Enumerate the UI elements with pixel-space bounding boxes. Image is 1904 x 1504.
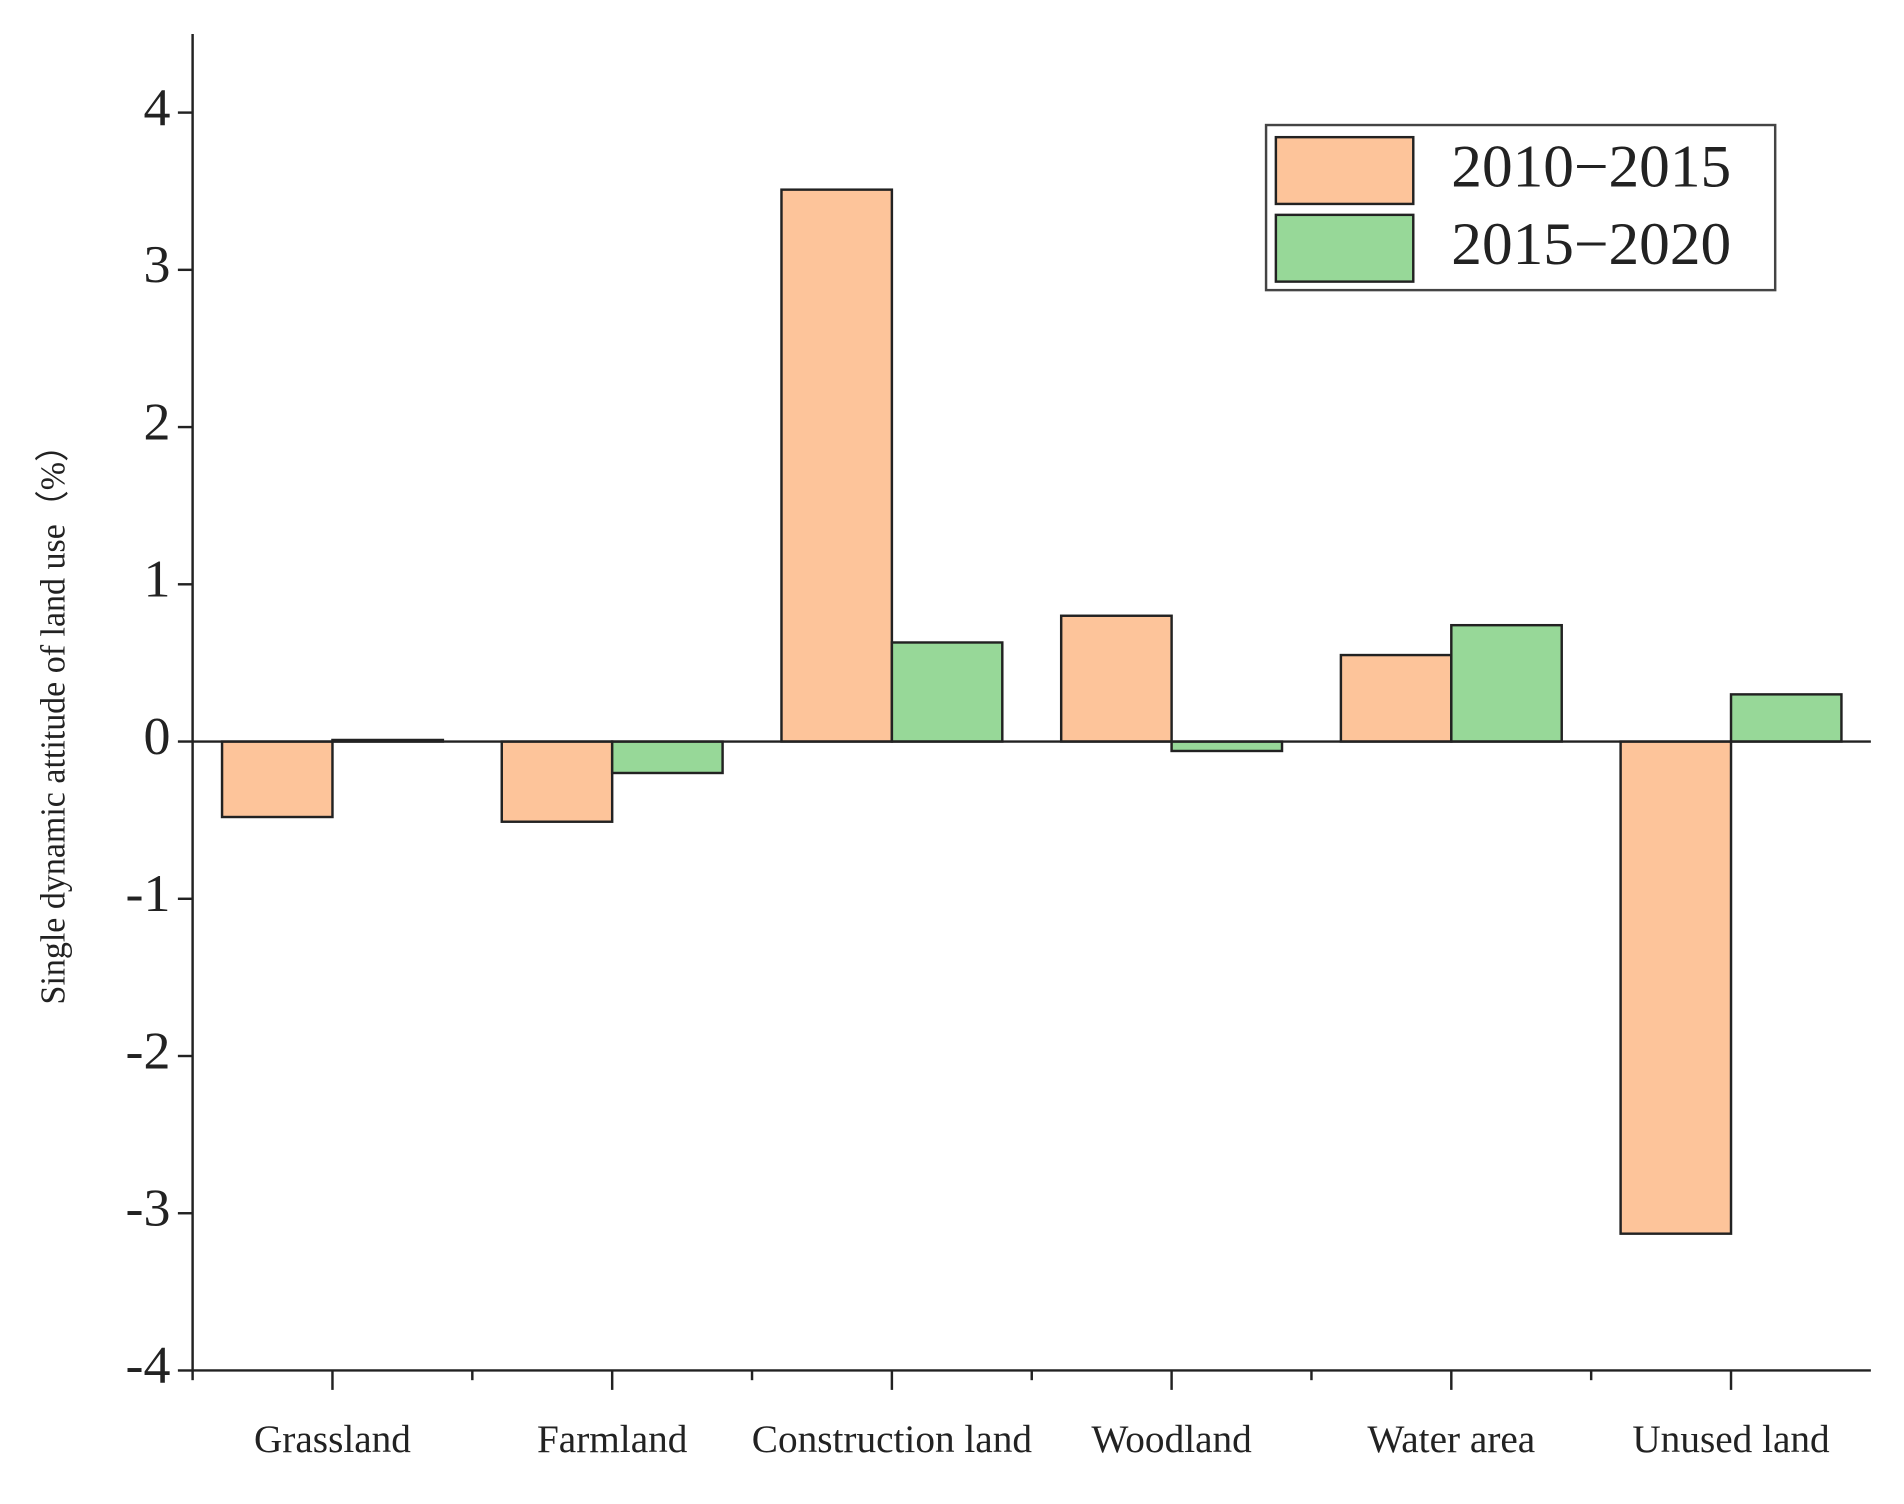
x-tick-label: Water area xyxy=(1367,1418,1535,1461)
y-tick-label: -3 xyxy=(126,1178,171,1238)
legend-label: 2015−2020 xyxy=(1451,211,1731,278)
y-tick-label: 0 xyxy=(144,706,171,766)
bar xyxy=(1450,623,1563,743)
y-tick-label: -1 xyxy=(126,863,171,923)
legend-swatch xyxy=(1274,213,1415,283)
x-tick-label: Woodland xyxy=(1091,1418,1252,1461)
x-tick-label: Farmland xyxy=(537,1418,688,1461)
bar xyxy=(1059,614,1173,743)
bar xyxy=(220,740,334,819)
y-tick-label: -2 xyxy=(126,1021,171,1081)
bar xyxy=(610,740,724,775)
bar xyxy=(1619,740,1733,1235)
y-tick-label: 4 xyxy=(144,77,171,137)
bar xyxy=(500,740,614,823)
bar xyxy=(890,641,1004,743)
y-tick-label: 2 xyxy=(144,392,171,452)
bar xyxy=(780,188,894,743)
y-tick-label: 3 xyxy=(144,234,171,294)
x-tick-label: Grassland xyxy=(254,1418,411,1461)
legend-swatch xyxy=(1274,135,1415,206)
x-tick-label: Unused land xyxy=(1632,1418,1830,1461)
y-tick-label: 1 xyxy=(144,549,171,609)
bar xyxy=(1729,693,1843,743)
bar xyxy=(1339,653,1453,743)
y-axis-label: Single dynamic attitude of land use（%） xyxy=(34,428,72,1005)
y-tick-label: -4 xyxy=(126,1335,171,1395)
bar xyxy=(1170,740,1284,753)
x-tick-label: Construction land xyxy=(752,1418,1033,1461)
legend-label: 2010−2015 xyxy=(1451,134,1731,201)
